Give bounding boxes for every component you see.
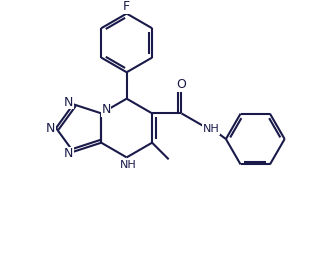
Text: N: N (64, 96, 73, 109)
Text: N: N (101, 103, 111, 116)
Text: O: O (176, 78, 186, 91)
Text: F: F (123, 0, 130, 13)
Text: N: N (64, 147, 73, 160)
Text: NH: NH (120, 160, 137, 170)
Text: NH: NH (203, 125, 220, 135)
Text: N: N (46, 122, 55, 135)
